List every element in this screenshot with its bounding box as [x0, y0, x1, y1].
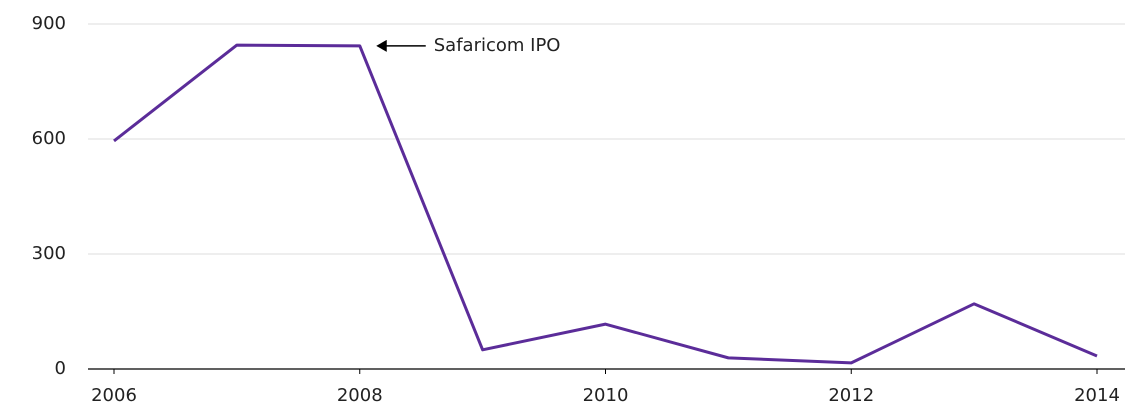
- annotation: Safaricom IPO: [434, 35, 561, 56]
- series-line: [113, 43, 1098, 365]
- y-tick-label: 600: [32, 128, 66, 149]
- y-tick-label: 300: [32, 243, 66, 264]
- x-tick-label: 2008: [337, 385, 383, 406]
- y-tick-label: 0: [55, 358, 66, 379]
- x-tick-label: 2012: [828, 385, 874, 406]
- y-tick-label: 900: [32, 13, 66, 34]
- x-tick-label: 2006: [91, 385, 137, 406]
- x-tick-label: 2014: [1074, 385, 1120, 406]
- x-tick-label: 2010: [583, 385, 629, 406]
